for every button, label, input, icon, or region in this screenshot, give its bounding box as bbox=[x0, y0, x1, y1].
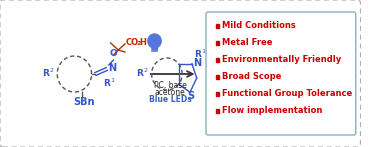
Text: CO: CO bbox=[126, 37, 139, 46]
Text: Broad Scope: Broad Scope bbox=[222, 72, 281, 81]
Text: R$^1$: R$^1$ bbox=[194, 47, 206, 60]
Text: Functional Group Tolerance: Functional Group Tolerance bbox=[222, 89, 352, 98]
Bar bbox=[215, 92, 219, 96]
Text: 2: 2 bbox=[136, 41, 141, 46]
Text: Environmentally Friendly: Environmentally Friendly bbox=[222, 55, 341, 64]
Text: Metal Free: Metal Free bbox=[222, 38, 272, 47]
Text: N: N bbox=[193, 58, 201, 68]
Circle shape bbox=[148, 34, 161, 48]
Text: Mild Conditions: Mild Conditions bbox=[222, 21, 296, 30]
Bar bbox=[215, 58, 219, 61]
Text: O: O bbox=[110, 49, 118, 58]
Text: SBn: SBn bbox=[73, 97, 94, 107]
Bar bbox=[152, 42, 157, 49]
Text: R$^2$: R$^2$ bbox=[136, 67, 149, 79]
Bar bbox=[215, 41, 219, 45]
Text: PC, base: PC, base bbox=[154, 81, 187, 90]
Text: Blue LEDs: Blue LEDs bbox=[149, 95, 192, 104]
Bar bbox=[215, 75, 219, 78]
Bar bbox=[215, 24, 219, 27]
Text: N: N bbox=[108, 63, 116, 73]
Text: R$^2$: R$^2$ bbox=[42, 67, 54, 79]
Bar bbox=[215, 109, 219, 112]
Text: S: S bbox=[187, 91, 195, 101]
Text: R$^1$: R$^1$ bbox=[103, 77, 116, 89]
Text: acetone: acetone bbox=[155, 88, 186, 97]
Text: H: H bbox=[139, 37, 146, 46]
Text: Flow implementation: Flow implementation bbox=[222, 106, 322, 115]
